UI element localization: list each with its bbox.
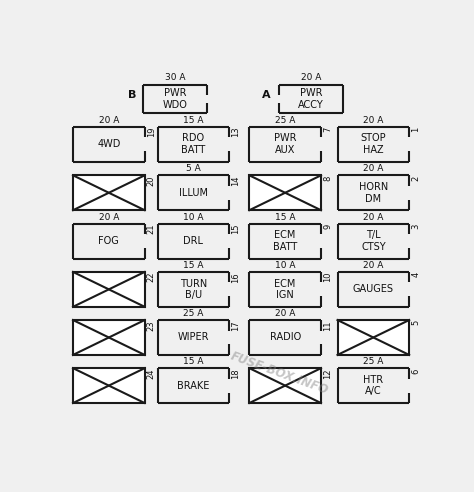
Text: WIPER: WIPER xyxy=(178,333,209,342)
Text: ILLUM: ILLUM xyxy=(179,188,208,198)
Text: 25 A: 25 A xyxy=(275,116,295,124)
Bar xyxy=(337,320,409,355)
Text: 23: 23 xyxy=(147,320,156,331)
Text: STOP
HAZ: STOP HAZ xyxy=(361,133,386,155)
Text: 21: 21 xyxy=(147,224,156,234)
Text: 25 A: 25 A xyxy=(183,309,203,318)
Bar xyxy=(73,175,145,210)
Text: RDO
BATT: RDO BATT xyxy=(181,133,205,155)
Text: RADIO: RADIO xyxy=(270,333,301,342)
Text: GAUGES: GAUGES xyxy=(353,284,394,294)
Text: ECM
IGN: ECM IGN xyxy=(274,278,296,300)
Text: 20 A: 20 A xyxy=(363,213,383,221)
Text: 30 A: 30 A xyxy=(165,73,185,82)
Text: 20 A: 20 A xyxy=(99,116,119,124)
Text: 20 A: 20 A xyxy=(363,164,383,173)
Text: PWR
ACCY: PWR ACCY xyxy=(298,88,324,110)
Text: 15 A: 15 A xyxy=(183,357,203,366)
Text: ECM
BATT: ECM BATT xyxy=(273,230,297,252)
Bar xyxy=(73,320,145,355)
Text: 15 A: 15 A xyxy=(275,213,295,221)
Text: 8: 8 xyxy=(323,175,332,181)
Text: T/L
CTSY: T/L CTSY xyxy=(361,230,386,252)
Text: 19: 19 xyxy=(147,127,156,137)
Text: 2: 2 xyxy=(411,175,420,181)
Text: FOG: FOG xyxy=(99,236,119,246)
Text: 17: 17 xyxy=(231,320,240,331)
Text: 22: 22 xyxy=(147,272,156,282)
Text: B: B xyxy=(128,90,136,100)
Text: HORN
DM: HORN DM xyxy=(359,182,388,204)
Text: 4WD: 4WD xyxy=(97,139,120,149)
Text: 20 A: 20 A xyxy=(301,73,321,82)
Text: 10 A: 10 A xyxy=(275,261,295,270)
Text: 20 A: 20 A xyxy=(363,116,383,124)
Text: 6: 6 xyxy=(411,368,420,373)
Text: 10 A: 10 A xyxy=(183,213,203,221)
Text: 11: 11 xyxy=(323,320,332,331)
Text: 4: 4 xyxy=(411,272,420,277)
Text: 20: 20 xyxy=(147,175,156,186)
Text: 20 A: 20 A xyxy=(99,213,119,221)
Text: 15: 15 xyxy=(231,224,240,234)
Text: FUSE-BOX.INFO: FUSE-BOX.INFO xyxy=(229,350,330,397)
Text: 20 A: 20 A xyxy=(275,309,295,318)
Text: 20 A: 20 A xyxy=(363,261,383,270)
Text: TURN
B/U: TURN B/U xyxy=(180,278,207,300)
Text: 10: 10 xyxy=(323,272,332,282)
Text: 18: 18 xyxy=(231,368,240,379)
Text: A: A xyxy=(262,90,270,100)
Text: HTR
A/C: HTR A/C xyxy=(363,375,383,397)
Text: 13: 13 xyxy=(231,127,240,137)
Text: 14: 14 xyxy=(231,175,240,186)
Text: 3: 3 xyxy=(411,224,420,229)
Text: PWR
WDO: PWR WDO xyxy=(163,88,187,110)
Text: 16: 16 xyxy=(231,272,240,282)
Bar xyxy=(249,175,321,210)
Bar xyxy=(73,368,145,403)
Text: 7: 7 xyxy=(323,127,332,132)
FancyBboxPatch shape xyxy=(55,53,430,444)
Text: 15 A: 15 A xyxy=(183,116,203,124)
Text: 1: 1 xyxy=(411,127,420,132)
Bar xyxy=(249,368,321,403)
Text: BRAKE: BRAKE xyxy=(177,381,210,391)
Text: 9: 9 xyxy=(323,224,332,229)
Text: 15 A: 15 A xyxy=(183,261,203,270)
Text: 5: 5 xyxy=(411,320,420,325)
Text: 25 A: 25 A xyxy=(363,357,383,366)
Text: 5 A: 5 A xyxy=(186,164,201,173)
Text: 24: 24 xyxy=(147,368,156,379)
Text: DRL: DRL xyxy=(183,236,203,246)
Bar xyxy=(73,272,145,307)
Text: 12: 12 xyxy=(323,368,332,379)
Text: PWR
AUX: PWR AUX xyxy=(274,133,296,155)
